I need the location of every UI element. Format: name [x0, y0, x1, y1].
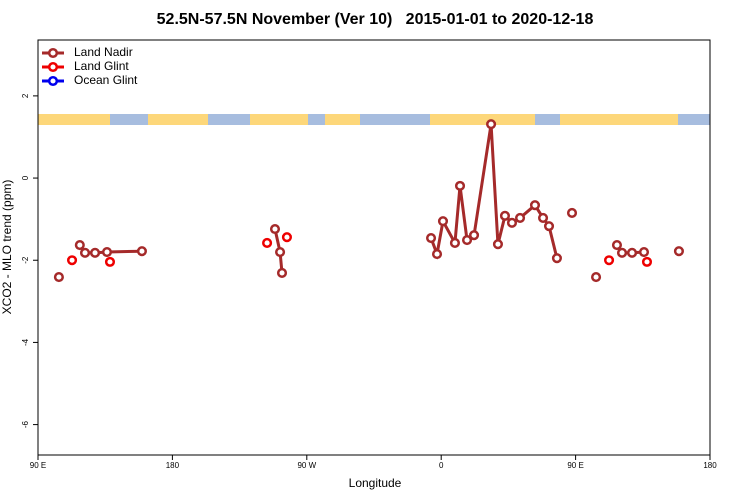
y-tick-label: -2	[21, 256, 30, 264]
data-point	[638, 246, 650, 258]
data-point	[641, 256, 653, 267]
data-point	[604, 255, 615, 266]
data-point	[275, 246, 286, 258]
chart-title: 52.5N-57.5N November (Ver 10) 2015-01-01…	[157, 11, 594, 28]
data-point	[469, 230, 480, 241]
y-tick-label: 0	[21, 175, 30, 180]
data-point	[499, 210, 511, 221]
data-point	[616, 247, 628, 258]
data-point	[543, 221, 555, 232]
data-point	[591, 272, 602, 283]
map-strip	[38, 114, 710, 125]
data-point	[537, 212, 549, 223]
x-tick-label: 0	[439, 461, 444, 470]
legend-label: Land Glint	[74, 59, 129, 73]
legend-marker	[47, 61, 59, 73]
data-point	[566, 207, 578, 219]
data-point	[53, 272, 64, 283]
data-point	[514, 212, 526, 223]
x-tick-label: 90 W	[297, 461, 316, 470]
data-point	[66, 255, 78, 266]
data-point	[431, 249, 443, 260]
data-point	[673, 246, 684, 257]
data-point	[74, 239, 85, 251]
data-point	[269, 223, 281, 235]
data-point	[454, 180, 466, 191]
data-point	[281, 232, 292, 243]
data-point	[262, 237, 273, 249]
data-point	[89, 247, 101, 258]
data-point	[626, 247, 638, 258]
x-tick-label: 180	[166, 461, 180, 470]
legend-label: Land Nadir	[74, 45, 133, 59]
data-point	[506, 217, 518, 228]
legend-marker	[47, 75, 59, 87]
data-point	[551, 253, 562, 264]
data-point	[79, 247, 91, 258]
data-point	[101, 246, 113, 258]
legend-label: Ocean Glint	[74, 73, 138, 87]
data-point	[449, 237, 460, 249]
legend-marker	[47, 47, 59, 59]
x-tick-label: 90 E	[30, 461, 46, 470]
series-line	[429, 124, 559, 260]
y-tick-label: 2	[21, 93, 30, 98]
data-point	[104, 256, 116, 267]
y-tick-label: -6	[21, 420, 30, 428]
x-tick-label: 90 E	[567, 461, 583, 470]
plot-frame	[37, 39, 711, 456]
data-point	[136, 246, 147, 257]
data-point	[492, 239, 503, 250]
data-point	[611, 239, 623, 251]
data-point	[437, 216, 449, 227]
x-axis-label: Longitude	[349, 476, 402, 490]
data-point	[425, 232, 437, 244]
data-point	[276, 267, 288, 279]
y-axis-label: XCO2 - MLO trend (ppm)	[0, 180, 14, 315]
y-tick-label: -4	[21, 338, 30, 346]
data-point	[529, 200, 541, 211]
x-tick-label: 180	[703, 461, 717, 470]
data-point	[486, 119, 497, 130]
data-point	[461, 235, 473, 246]
